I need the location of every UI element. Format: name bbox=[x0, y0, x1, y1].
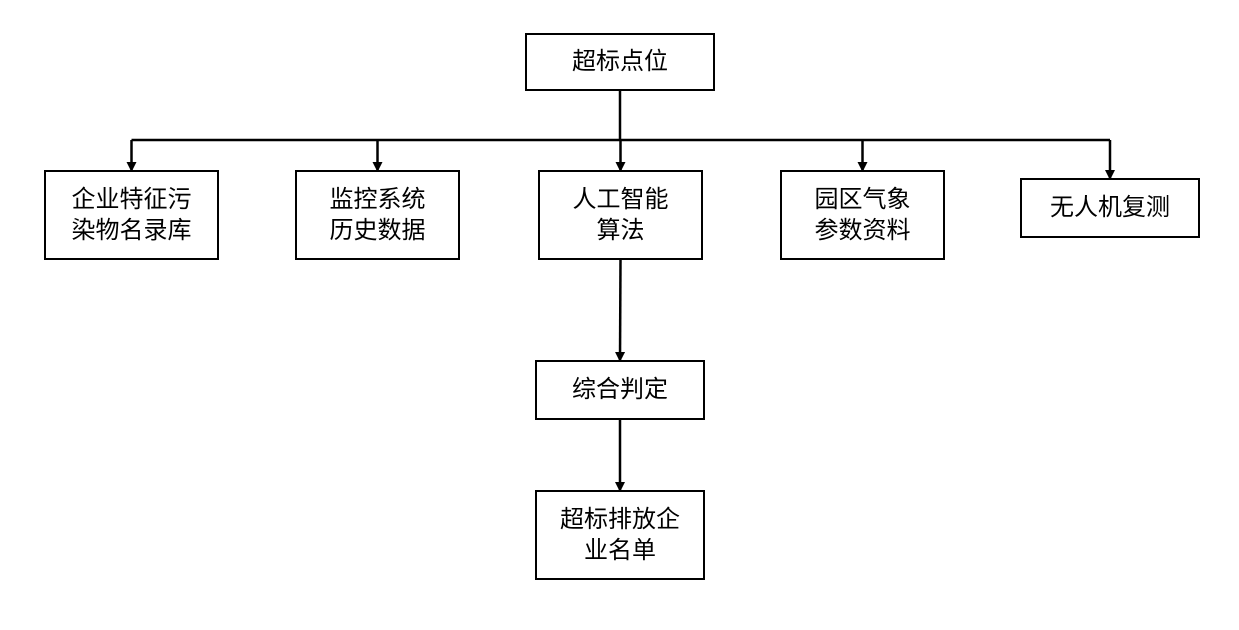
node-b4-label: 园区气象 参数资料 bbox=[815, 184, 911, 246]
node-comprehensive-judgment: 综合判定 bbox=[535, 360, 705, 420]
node-monitoring-history: 监控系统 历史数据 bbox=[295, 170, 460, 260]
node-c2-label: 超标排放企 业名单 bbox=[560, 504, 680, 566]
node-exceeding-enterprise-list: 超标排放企 业名单 bbox=[535, 490, 705, 580]
node-root: 超标点位 bbox=[525, 33, 715, 91]
node-drone-retest: 无人机复测 bbox=[1020, 178, 1200, 238]
node-c1-label: 综合判定 bbox=[572, 374, 668, 405]
node-root-label: 超标点位 bbox=[572, 46, 668, 77]
node-b5-label: 无人机复测 bbox=[1050, 192, 1170, 223]
node-ai-algorithm: 人工智能 算法 bbox=[538, 170, 703, 260]
node-b1-label: 企业特征污 染物名录库 bbox=[72, 184, 192, 246]
node-enterprise-pollutant-db: 企业特征污 染物名录库 bbox=[44, 170, 219, 260]
node-b3-label: 人工智能 算法 bbox=[573, 184, 669, 246]
node-b2-label: 监控系统 历史数据 bbox=[330, 184, 426, 246]
node-meteorological-data: 园区气象 参数资料 bbox=[780, 170, 945, 260]
